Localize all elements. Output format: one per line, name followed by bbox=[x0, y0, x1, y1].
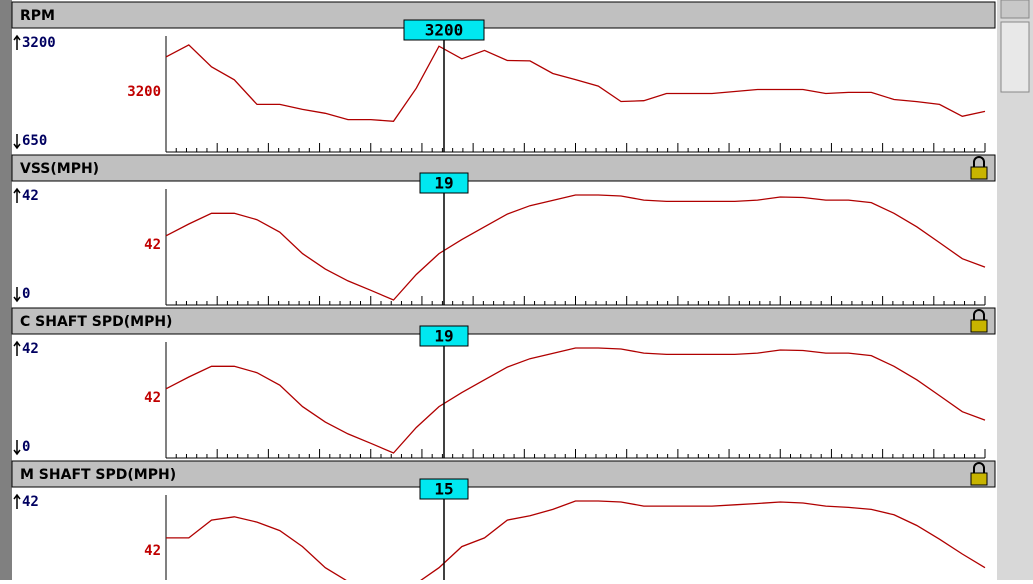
lock-shackle bbox=[973, 462, 985, 473]
cursor-value: 15 bbox=[434, 480, 453, 499]
y-limit-label: 0 bbox=[22, 439, 30, 455]
panel-header bbox=[11, 154, 996, 182]
cursor-box bbox=[403, 19, 485, 41]
limit-arrow bbox=[13, 134, 21, 150]
scroll-thumb[interactable] bbox=[1000, 21, 1030, 93]
panel-title: C SHAFT SPD(MPH) bbox=[20, 314, 172, 330]
lock-shackle bbox=[973, 309, 985, 320]
trace bbox=[165, 44, 986, 122]
y-limit-label: 0 bbox=[22, 286, 30, 302]
y-limit-label: 42 bbox=[22, 494, 39, 510]
cursor-value: 19 bbox=[434, 174, 453, 193]
panel-header bbox=[11, 1, 996, 29]
panel-title: M SHAFT SPD(MPH) bbox=[20, 467, 176, 483]
scrollbar[interactable] bbox=[997, 0, 1033, 580]
lock-shackle bbox=[973, 156, 985, 167]
panel-header bbox=[11, 307, 996, 335]
cursor-value: 3200 bbox=[425, 21, 464, 40]
trace bbox=[165, 347, 986, 454]
panel-title: RPM bbox=[20, 8, 55, 24]
limit-arrow bbox=[13, 440, 21, 456]
limit-arrow bbox=[13, 187, 21, 203]
trace bbox=[166, 500, 986, 584]
lock-icon bbox=[970, 472, 988, 486]
limit-arrow bbox=[13, 287, 21, 303]
current-value: 3200 bbox=[127, 84, 161, 100]
lock-icon bbox=[970, 319, 988, 333]
cursor-value: 19 bbox=[434, 327, 453, 346]
cursor-box bbox=[419, 172, 469, 194]
scroll-up[interactable] bbox=[1000, 0, 1030, 19]
trace bbox=[165, 194, 986, 301]
y-limit-label: 42 bbox=[22, 188, 39, 204]
left-border bbox=[0, 0, 12, 580]
y-limit-label: 650 bbox=[22, 133, 47, 149]
current-value: 42 bbox=[144, 390, 161, 406]
y-limit-label: 42 bbox=[22, 341, 39, 357]
panel-header bbox=[11, 460, 996, 488]
current-value: 42 bbox=[144, 237, 161, 253]
limit-arrow bbox=[13, 340, 21, 356]
cursor-box bbox=[419, 478, 469, 500]
y-limit-label: 3200 bbox=[22, 35, 56, 51]
lock-icon bbox=[970, 166, 988, 180]
current-value: 42 bbox=[144, 543, 161, 559]
panel-title: VSS(MPH) bbox=[20, 161, 99, 177]
limit-arrow bbox=[13, 34, 21, 50]
limit-arrow bbox=[13, 493, 21, 509]
cursor-box bbox=[419, 325, 469, 347]
